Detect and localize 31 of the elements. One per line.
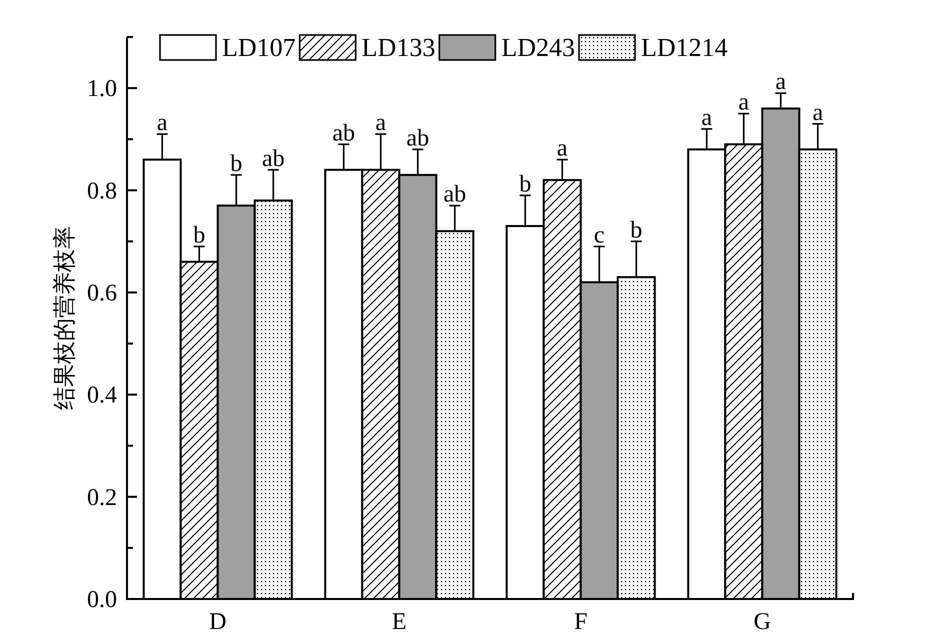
x-tick-label: G (754, 609, 771, 635)
data-label: ab (262, 146, 285, 172)
data-label: a (156, 110, 168, 136)
x-tick-label: D (209, 609, 226, 635)
data-label: ab (332, 120, 356, 146)
y-axis-title: 结果枝的营养枝率 (52, 226, 77, 410)
data-label: b (519, 171, 532, 198)
data-label: b (230, 150, 242, 177)
y-tick-label: 0.8 (87, 178, 117, 204)
y-tick-label: 0.2 (87, 484, 117, 511)
data-label: b (630, 217, 642, 244)
data-label: a (775, 69, 786, 96)
data-label: ab (443, 182, 466, 208)
data-label: a (375, 110, 386, 136)
legend-label: LD243 (501, 33, 576, 62)
data-label: a (738, 90, 750, 116)
y-tick-label: 0.4 (87, 382, 117, 409)
data-label: c (594, 222, 605, 248)
x-tick-label: F (574, 609, 588, 635)
legend-label: LD1214 (641, 33, 728, 62)
y-tick-label: 0.0 (87, 587, 117, 613)
data-label: a (556, 136, 568, 162)
legend-label: LD107 (222, 33, 296, 62)
x-tick-label: E (392, 609, 407, 635)
y-tick-label: 1.0 (87, 76, 117, 102)
data-label: ab (406, 125, 430, 152)
data-label: a (812, 100, 824, 126)
data-label: b (193, 222, 206, 248)
legend-label: LD133 (362, 33, 436, 62)
data-label: a (701, 104, 712, 131)
y-tick-label: 0.6 (87, 280, 117, 306)
